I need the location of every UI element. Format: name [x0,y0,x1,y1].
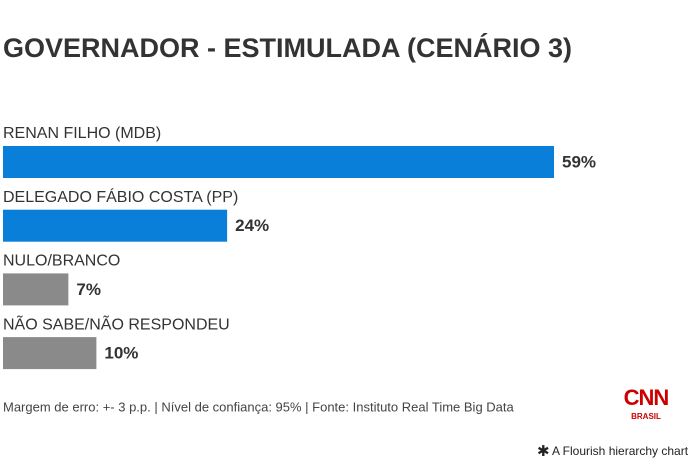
category-label: DELEGADO FÁBIO COSTA (PP) [3,187,238,206]
credit: A Flourish hierarchy chart [552,444,689,458]
category-label: RENAN FILHO (MDB) [3,125,161,142]
bar [3,273,69,306]
category-label: NULO/BRANCO [3,253,120,270]
bar [3,337,97,370]
value-label: 24% [235,216,269,235]
value-label: 10% [104,344,138,363]
category-label: NÃO SABE/NÃO RESPONDEU [3,313,230,333]
credit-icon: ✱ [537,443,550,460]
chart-title: GOVERNADOR - ESTIMULADA (CENÁRIO 3) [3,32,572,63]
value-label: 7% [76,280,101,299]
bar [3,146,554,178]
bar [3,209,228,242]
logo-bottom: BRASIL [631,412,661,421]
logo-top: CNN [624,385,669,410]
logo: CNN BRASIL [624,385,670,421]
value-label: 59% [562,152,596,171]
footnote: Margem de erro: +- 3 p.p. | Nível de con… [3,399,515,414]
